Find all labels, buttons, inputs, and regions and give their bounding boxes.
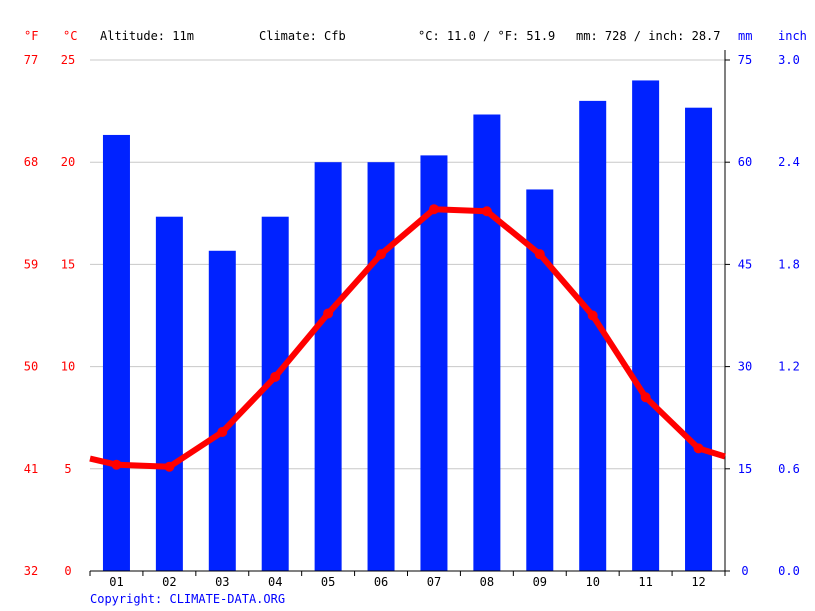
month-label: 02 bbox=[162, 575, 176, 589]
tick-labels: 32 0 0 0.0 41 5 15 0.6 50 10 30 1.2 59 15 45 1.8 68 20 60 2… bbox=[24, 53, 800, 589]
gridlines bbox=[90, 59, 725, 470]
precipitation-bar bbox=[420, 155, 448, 572]
temperature-point bbox=[534, 249, 545, 260]
precipitation-bar bbox=[102, 134, 130, 572]
temperature-point bbox=[376, 249, 387, 260]
mm-tick-label: 60 bbox=[738, 155, 752, 169]
mm-tick-label: 15 bbox=[738, 462, 752, 476]
celsius-tick-label: 25 bbox=[61, 53, 75, 67]
celsius-tick-label: 5 bbox=[64, 462, 71, 476]
precipitation-bars bbox=[102, 80, 713, 572]
month-label: 03 bbox=[215, 575, 229, 589]
month-label: 12 bbox=[691, 575, 705, 589]
month-label: 10 bbox=[585, 575, 599, 589]
fahrenheit-tick-label: 41 bbox=[24, 462, 38, 476]
month-label: 01 bbox=[109, 575, 123, 589]
climate-label: Climate: Cfb bbox=[259, 29, 346, 43]
temperature-point bbox=[640, 392, 651, 403]
precipitation-bar bbox=[579, 100, 607, 571]
temperature-point bbox=[270, 371, 281, 382]
precipitation-bar bbox=[473, 114, 501, 572]
altitude-label: Altitude: 11m bbox=[100, 29, 194, 43]
temperature-point bbox=[587, 310, 598, 321]
celsius-tick-label: 10 bbox=[61, 360, 75, 374]
month-label: 05 bbox=[321, 575, 335, 589]
temperature-point bbox=[323, 308, 334, 319]
celsius-tick-label: 0 bbox=[64, 564, 71, 578]
inch-tick-label: 0.0 bbox=[778, 564, 800, 578]
fahrenheit-tick-label: 50 bbox=[24, 360, 38, 374]
precipitation-summary: mm: 728 / inch: 28.7 bbox=[576, 29, 721, 43]
fahrenheit-tick-label: 32 bbox=[24, 564, 38, 578]
precipitation-bar bbox=[208, 250, 236, 572]
copyright-text: Copyright: CLIMATE-DATA.ORG bbox=[90, 592, 285, 606]
fahrenheit-tick-label: 77 bbox=[24, 53, 38, 67]
month-label: 07 bbox=[427, 575, 441, 589]
mm-unit-label: mm bbox=[738, 29, 752, 43]
mm-tick-label: 0 bbox=[741, 564, 748, 578]
temperature-point bbox=[164, 461, 175, 472]
inch-unit-label: inch bbox=[778, 29, 807, 43]
celsius-tick-label: 20 bbox=[61, 155, 75, 169]
precipitation-bar bbox=[314, 162, 342, 571]
inch-tick-label: 1.2 bbox=[778, 360, 800, 374]
precipitation-bar bbox=[632, 80, 660, 571]
temperature-point bbox=[217, 427, 228, 438]
precipitation-bar bbox=[685, 107, 713, 572]
precipitation-bar bbox=[155, 216, 183, 571]
month-label: 06 bbox=[374, 575, 388, 589]
fahrenheit-unit-label: °F bbox=[24, 29, 38, 43]
fahrenheit-tick-label: 59 bbox=[24, 257, 38, 271]
temperature-line bbox=[89, 204, 726, 472]
mm-tick-label: 30 bbox=[738, 360, 752, 374]
mm-tick-label: 45 bbox=[738, 257, 752, 271]
precipitation-bar bbox=[261, 216, 289, 571]
inch-tick-label: 0.6 bbox=[778, 462, 800, 476]
temperature-point bbox=[111, 459, 122, 470]
temperature-point bbox=[428, 204, 439, 215]
inch-tick-label: 3.0 bbox=[778, 53, 800, 67]
precipitation-bar bbox=[367, 162, 395, 571]
month-label: 09 bbox=[533, 575, 547, 589]
fahrenheit-tick-label: 68 bbox=[24, 155, 38, 169]
axes bbox=[89, 50, 730, 576]
celsius-unit-label: °C bbox=[63, 29, 77, 43]
mm-tick-label: 75 bbox=[738, 53, 752, 67]
temperature-line-path bbox=[89, 206, 726, 470]
inch-tick-label: 2.4 bbox=[778, 155, 800, 169]
temperature-summary: °C: 11.0 / °F: 51.9 bbox=[418, 29, 555, 43]
temperature-point bbox=[481, 206, 492, 217]
celsius-tick-label: 15 bbox=[61, 257, 75, 271]
inch-tick-label: 1.8 bbox=[778, 257, 800, 271]
temperature-point bbox=[693, 443, 704, 454]
month-label: 11 bbox=[638, 575, 652, 589]
month-label: 08 bbox=[480, 575, 494, 589]
month-label: 04 bbox=[268, 575, 282, 589]
